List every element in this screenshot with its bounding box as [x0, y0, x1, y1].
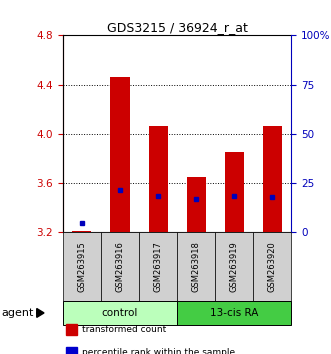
Text: GSM263915: GSM263915	[77, 241, 86, 292]
Text: GSM263919: GSM263919	[230, 241, 239, 292]
Text: agent: agent	[2, 308, 34, 318]
Text: transformed count: transformed count	[82, 325, 166, 334]
Text: GSM263916: GSM263916	[116, 241, 124, 292]
Bar	[263, 126, 282, 232]
Text: control: control	[102, 308, 138, 318]
Text: GSM263917: GSM263917	[154, 241, 163, 292]
Bar	[187, 177, 206, 232]
Text: percentile rank within the sample: percentile rank within the sample	[82, 348, 235, 354]
Title: GDS3215 / 36924_r_at: GDS3215 / 36924_r_at	[107, 21, 248, 34]
Bar	[149, 126, 167, 232]
Text: GSM263918: GSM263918	[192, 241, 201, 292]
Bar	[225, 152, 244, 232]
Bar	[72, 231, 91, 232]
Bar	[111, 77, 129, 232]
Text: GSM263920: GSM263920	[268, 241, 277, 292]
Text: 13-cis RA: 13-cis RA	[210, 308, 259, 318]
